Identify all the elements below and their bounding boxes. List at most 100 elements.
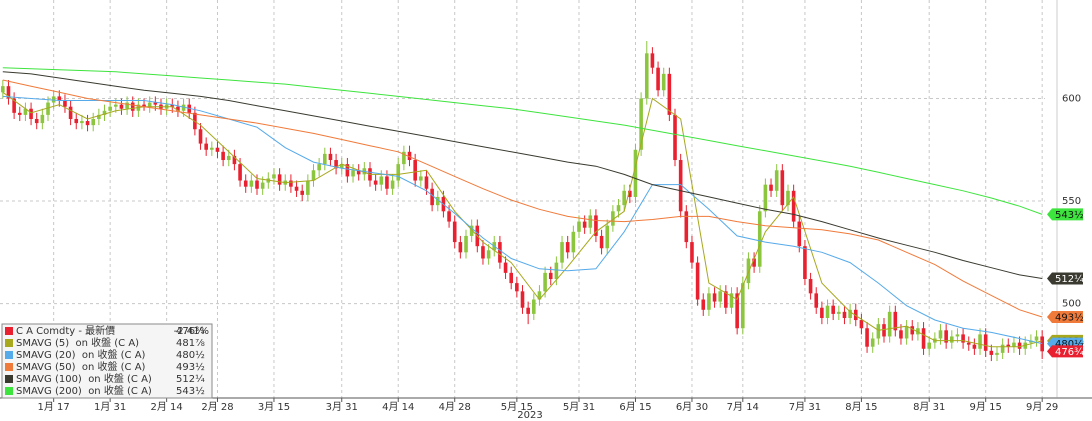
legend-swatch [5, 375, 13, 383]
x-tick-label: 1月 17 [38, 401, 70, 413]
legend-value: 493½ [176, 361, 205, 373]
x-tick-label: 6月 30 [676, 401, 708, 413]
candle-body [560, 242, 564, 263]
candle-body [780, 170, 785, 206]
last-value-tag [1047, 345, 1083, 358]
y-tick-label: 600 [1062, 93, 1081, 104]
candle-body [644, 53, 649, 99]
candle-body [481, 246, 485, 259]
legend-value: 480½ [176, 349, 205, 361]
candle-body [226, 155, 231, 161]
candle-body [582, 221, 587, 228]
candle-body [108, 106, 112, 111]
legend-box [1, 323, 213, 399]
candle-body [831, 305, 835, 314]
candle-body [486, 250, 491, 259]
candle-body [509, 272, 514, 284]
candle-body [125, 102, 129, 109]
candle-body [786, 190, 790, 206]
candle-body [300, 190, 305, 195]
legend-label: SMAVG (5) on 收盤 (C A) [16, 336, 139, 349]
candle-body [628, 190, 632, 197]
candle-body [1040, 336, 1044, 352]
candle-body [170, 104, 175, 107]
candle-body [707, 293, 711, 310]
candle-body [322, 153, 327, 165]
candle-body [859, 320, 864, 329]
candle-body [656, 67, 660, 91]
candle-body [232, 155, 237, 165]
x-tick-label: 5月 31 [563, 401, 595, 413]
candle-body [396, 164, 401, 181]
candle-body [820, 307, 824, 318]
candle-body [419, 176, 423, 181]
candle-body [1, 86, 5, 93]
candle-body [949, 336, 954, 343]
candle-body [808, 279, 813, 294]
candle-body [379, 176, 384, 185]
last-value-label: 543½ [1055, 209, 1084, 221]
candle-body [80, 121, 84, 124]
candle-body [639, 98, 643, 150]
candle-body [40, 114, 45, 124]
candle-body [407, 151, 412, 161]
ma-line [2, 91, 1043, 348]
candle-body [548, 272, 553, 280]
x-tick-label: 9月 15 [970, 401, 1002, 413]
candle-body [29, 108, 33, 119]
candle-body [34, 118, 39, 124]
candle-body [74, 118, 79, 124]
candle-body [690, 242, 694, 263]
candle-body [921, 328, 926, 349]
candle-body [966, 342, 971, 345]
candle-body [176, 106, 180, 111]
candle-body [989, 350, 994, 355]
candle-body [752, 258, 756, 267]
candle-body [12, 98, 16, 113]
candle-body [91, 118, 96, 126]
candle-body [63, 100, 67, 107]
candle-body [306, 180, 310, 195]
x-tick-label: 3月 31 [326, 401, 358, 413]
candle-body [249, 180, 254, 187]
legend-swatch [5, 339, 13, 347]
ma-line [2, 79, 1043, 318]
candle-body [554, 262, 559, 280]
last-value-tag [1047, 272, 1083, 285]
candle-body [616, 205, 621, 212]
candle-body [526, 307, 530, 314]
candle-body [181, 104, 186, 111]
candle-body [430, 188, 434, 206]
legend-label: SMAVG (200) on 收盤 (C A) [16, 384, 152, 397]
candle-body [712, 293, 717, 302]
candle-body [870, 338, 875, 347]
x-tick-label: 6月 15 [619, 401, 651, 413]
candle-body [837, 311, 841, 314]
candle-body [334, 160, 338, 169]
candle-body [531, 299, 536, 314]
candle-body [424, 176, 429, 189]
candle-body [848, 309, 852, 318]
candle-body [57, 96, 62, 101]
x-tick-label: 2月 28 [201, 401, 233, 413]
candle-body [876, 324, 881, 339]
legend-change: -2.41% [174, 326, 209, 337]
candle-body [594, 215, 598, 236]
candle-body [289, 180, 293, 187]
candle-body [153, 102, 158, 105]
candle-body [678, 160, 683, 212]
candle-body [328, 153, 333, 161]
last-value-label: 476¾ [1055, 347, 1084, 358]
x-tick-label: 3月 15 [258, 401, 290, 413]
candle-body [910, 326, 915, 335]
candle-body [498, 242, 502, 263]
candle-body [893, 311, 898, 331]
candle-body [887, 311, 892, 337]
candle-body [46, 102, 50, 115]
candle-body [724, 291, 728, 308]
candle-body [215, 147, 220, 152]
candle-body [571, 231, 576, 253]
candle-body [6, 86, 11, 99]
candle-body [695, 262, 700, 300]
year-label: 2023 [517, 410, 542, 421]
